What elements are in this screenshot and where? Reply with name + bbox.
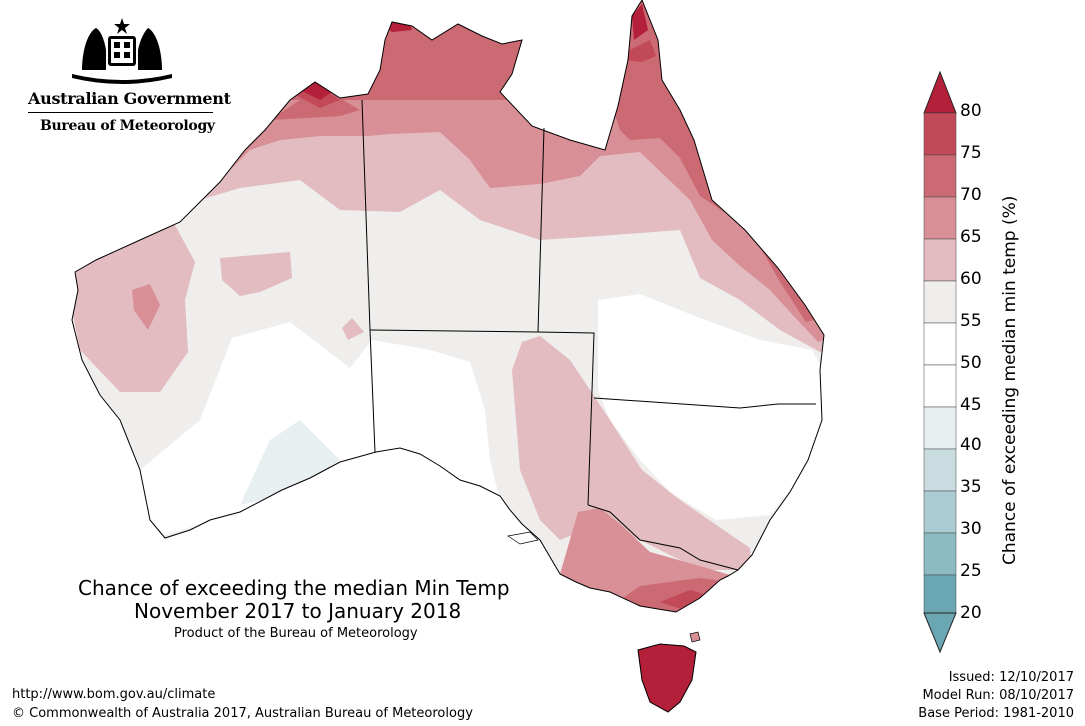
colorbar-tick: 40 [960, 435, 982, 455]
colorbar-tick: 35 [960, 477, 982, 497]
website-link[interactable]: http://www.bom.gov.au/climate [12, 687, 216, 702]
colorbar-tick: 75 [960, 143, 982, 163]
agency-name: Bureau of Meteorology [40, 118, 215, 134]
colorbar-tick: 55 [960, 311, 982, 331]
base-period: Base Period: 1981-2010 [918, 706, 1074, 721]
colorbar-tick: 30 [960, 519, 982, 539]
state-borders [361, 99, 816, 571]
map-title: Chance of exceeding the median Min Temp [78, 576, 510, 600]
colorbar-tick: 60 [960, 269, 982, 289]
australia-map [71, 0, 825, 713]
map-subtitle: Product of the Bureau of Meteorology [174, 626, 418, 641]
map-period: November 2017 to January 2018 [134, 599, 462, 623]
colorbar-bottom-arrow [923, 612, 957, 654]
colorbar-tick: 25 [960, 561, 982, 581]
model-run-date: Model Run: 08/10/2017 [922, 688, 1074, 703]
divider [28, 112, 213, 113]
colorbar-tick: 20 [960, 603, 982, 623]
colorbar-label: Chance of exceeding median min temp (%) [1000, 195, 1020, 565]
colorbar-tick: 45 [960, 395, 982, 415]
colorbar-tick: 80 [960, 101, 982, 121]
copyright-text: © Commonwealth of Australia 2017, Austra… [12, 706, 473, 721]
issued-date: Issued: 12/10/2017 [948, 670, 1074, 685]
coat-of-arms-icon [72, 18, 172, 84]
colorbar-top-arrow [923, 70, 957, 114]
colorbar-tick: 50 [960, 353, 982, 373]
government-name: Australian Government [28, 89, 231, 108]
colorbar-tick: 70 [960, 185, 982, 205]
colorbar [923, 70, 957, 654]
colorbar-tick: 65 [960, 227, 982, 247]
tasmania [637, 643, 697, 713]
